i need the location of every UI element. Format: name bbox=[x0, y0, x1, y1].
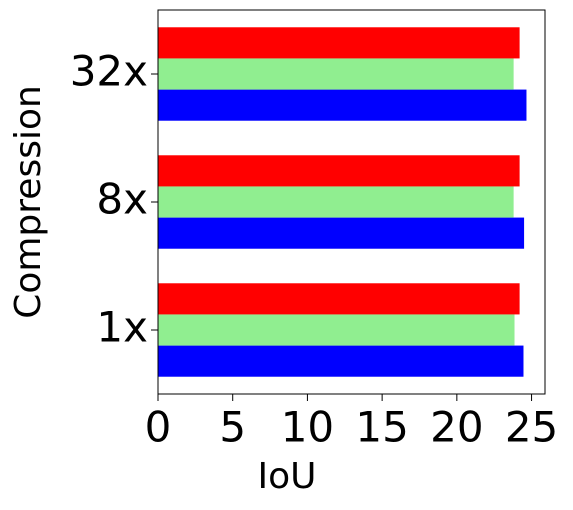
x-tick-label: 5 bbox=[219, 403, 246, 452]
y-tick-label: 32x bbox=[70, 47, 148, 96]
y-axis-label: Compression bbox=[8, 85, 49, 319]
x-tick-label: 15 bbox=[355, 403, 408, 452]
x-axis-label: IoU bbox=[258, 456, 317, 497]
y-tick-label: 8x bbox=[96, 175, 148, 224]
x-tick-label: 25 bbox=[505, 403, 558, 452]
y-tick-label: 1x bbox=[96, 303, 148, 352]
bar bbox=[158, 345, 524, 377]
x-tick-label: 20 bbox=[430, 403, 483, 452]
bar bbox=[158, 283, 520, 315]
bar bbox=[158, 314, 515, 346]
bar bbox=[158, 217, 525, 249]
bar bbox=[158, 155, 520, 187]
bar bbox=[158, 58, 514, 90]
bar bbox=[158, 186, 514, 218]
bar bbox=[158, 89, 527, 121]
plot-frame bbox=[157, 9, 546, 395]
bar bbox=[158, 27, 520, 59]
x-tick-label: 10 bbox=[281, 403, 334, 452]
x-tick-label: 0 bbox=[145, 403, 172, 452]
